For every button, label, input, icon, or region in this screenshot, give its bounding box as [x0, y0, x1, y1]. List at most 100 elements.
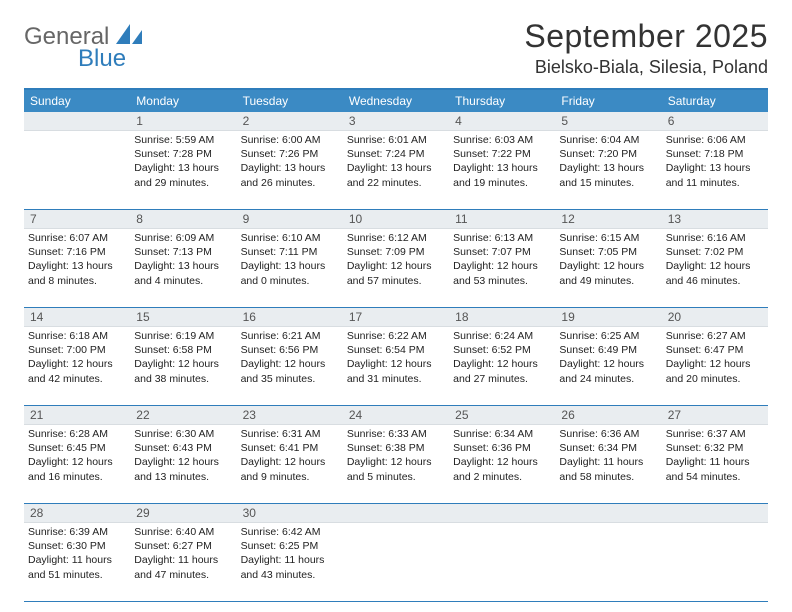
- day-number: 18: [449, 308, 555, 326]
- daylight-text: Daylight: 12 hours and 16 minutes.: [28, 455, 126, 483]
- sunrise-text: Sunrise: 6:31 AM: [241, 427, 339, 441]
- sunrise-text: Sunrise: 6:40 AM: [134, 525, 232, 539]
- day-cell: Sunrise: 6:31 AMSunset: 6:41 PMDaylight:…: [237, 425, 343, 503]
- day-cell: Sunrise: 6:07 AMSunset: 7:16 PMDaylight:…: [24, 229, 130, 307]
- day-cell: Sunrise: 6:04 AMSunset: 7:20 PMDaylight:…: [555, 131, 661, 209]
- calendar-grid: Sunday Monday Tuesday Wednesday Thursday…: [24, 88, 768, 602]
- day-number: 11: [449, 210, 555, 228]
- day-number: 6: [662, 112, 768, 130]
- daylight-text: Daylight: 11 hours and 58 minutes.: [559, 455, 657, 483]
- week-detail-row: Sunrise: 6:18 AMSunset: 7:00 PMDaylight:…: [24, 327, 768, 406]
- daylight-text: Daylight: 13 hours and 26 minutes.: [241, 161, 339, 189]
- day-cell: Sunrise: 6:10 AMSunset: 7:11 PMDaylight:…: [237, 229, 343, 307]
- week-daynum-row: 14151617181920: [24, 308, 768, 327]
- sunrise-text: Sunrise: 6:12 AM: [347, 231, 445, 245]
- sunrise-text: Sunrise: 6:09 AM: [134, 231, 232, 245]
- sunrise-text: Sunrise: 6:30 AM: [134, 427, 232, 441]
- day-cell: [24, 131, 130, 209]
- day-cell: Sunrise: 6:21 AMSunset: 6:56 PMDaylight:…: [237, 327, 343, 405]
- sunset-text: Sunset: 6:54 PM: [347, 343, 445, 357]
- day-cell: Sunrise: 6:30 AMSunset: 6:43 PMDaylight:…: [130, 425, 236, 503]
- daylight-text: Daylight: 13 hours and 4 minutes.: [134, 259, 232, 287]
- sunset-text: Sunset: 7:07 PM: [453, 245, 551, 259]
- week-detail-row: Sunrise: 6:07 AMSunset: 7:16 PMDaylight:…: [24, 229, 768, 308]
- sunrise-text: Sunrise: 6:13 AM: [453, 231, 551, 245]
- sunset-text: Sunset: 6:43 PM: [134, 441, 232, 455]
- sunrise-text: Sunrise: 6:15 AM: [559, 231, 657, 245]
- sunset-text: Sunset: 7:09 PM: [347, 245, 445, 259]
- sunrise-text: Sunrise: 6:03 AM: [453, 133, 551, 147]
- sunrise-text: Sunrise: 6:16 AM: [666, 231, 764, 245]
- daylight-text: Daylight: 12 hours and 24 minutes.: [559, 357, 657, 385]
- sunset-text: Sunset: 6:49 PM: [559, 343, 657, 357]
- day-cell: Sunrise: 6:24 AMSunset: 6:52 PMDaylight:…: [449, 327, 555, 405]
- daylight-text: Daylight: 12 hours and 49 minutes.: [559, 259, 657, 287]
- sunrise-text: Sunrise: 6:07 AM: [28, 231, 126, 245]
- sunset-text: Sunset: 6:25 PM: [241, 539, 339, 553]
- daylight-text: Daylight: 12 hours and 57 minutes.: [347, 259, 445, 287]
- day-number: 8: [130, 210, 236, 228]
- day-cell: Sunrise: 6:09 AMSunset: 7:13 PMDaylight:…: [130, 229, 236, 307]
- location-subtitle: Bielsko-Biala, Silesia, Poland: [524, 57, 768, 78]
- sunrise-text: Sunrise: 6:27 AM: [666, 329, 764, 343]
- daylight-text: Daylight: 12 hours and 53 minutes.: [453, 259, 551, 287]
- day-number: 15: [130, 308, 236, 326]
- brand-logo: General Blue: [24, 24, 142, 71]
- daylight-text: Daylight: 12 hours and 5 minutes.: [347, 455, 445, 483]
- sunrise-text: Sunrise: 6:18 AM: [28, 329, 126, 343]
- day-cell: Sunrise: 6:27 AMSunset: 6:47 PMDaylight:…: [662, 327, 768, 405]
- day-number: 24: [343, 406, 449, 424]
- sunrise-text: Sunrise: 6:34 AM: [453, 427, 551, 441]
- brand-text: General Blue: [24, 24, 142, 71]
- daylight-text: Daylight: 12 hours and 20 minutes.: [666, 357, 764, 385]
- day-number: [449, 504, 555, 522]
- sunset-text: Sunset: 7:18 PM: [666, 147, 764, 161]
- sunset-text: Sunset: 6:56 PM: [241, 343, 339, 357]
- sunset-text: Sunset: 7:28 PM: [134, 147, 232, 161]
- sunrise-text: Sunrise: 6:00 AM: [241, 133, 339, 147]
- day-number: 2: [237, 112, 343, 130]
- day-cell: Sunrise: 6:06 AMSunset: 7:18 PMDaylight:…: [662, 131, 768, 209]
- sunrise-text: Sunrise: 6:10 AM: [241, 231, 339, 245]
- week-detail-row: Sunrise: 6:28 AMSunset: 6:45 PMDaylight:…: [24, 425, 768, 504]
- day-cell: [662, 523, 768, 601]
- day-number: 27: [662, 406, 768, 424]
- day-number: 25: [449, 406, 555, 424]
- sunset-text: Sunset: 6:34 PM: [559, 441, 657, 455]
- day-cell: Sunrise: 6:19 AMSunset: 6:58 PMDaylight:…: [130, 327, 236, 405]
- day-cell: Sunrise: 6:12 AMSunset: 7:09 PMDaylight:…: [343, 229, 449, 307]
- sunset-text: Sunset: 7:05 PM: [559, 245, 657, 259]
- day-cell: Sunrise: 6:28 AMSunset: 6:45 PMDaylight:…: [24, 425, 130, 503]
- month-title: September 2025: [524, 18, 768, 55]
- day-cell: Sunrise: 6:25 AMSunset: 6:49 PMDaylight:…: [555, 327, 661, 405]
- dow-sunday: Sunday: [24, 90, 130, 112]
- sunrise-text: Sunrise: 6:04 AM: [559, 133, 657, 147]
- daylight-text: Daylight: 12 hours and 35 minutes.: [241, 357, 339, 385]
- daylight-text: Daylight: 13 hours and 22 minutes.: [347, 161, 445, 189]
- day-number: 1: [130, 112, 236, 130]
- sunrise-text: Sunrise: 6:06 AM: [666, 133, 764, 147]
- week-daynum-row: 21222324252627: [24, 406, 768, 425]
- day-cell: Sunrise: 6:34 AMSunset: 6:36 PMDaylight:…: [449, 425, 555, 503]
- day-number: [555, 504, 661, 522]
- sunset-text: Sunset: 7:24 PM: [347, 147, 445, 161]
- day-number: 21: [24, 406, 130, 424]
- day-number: 29: [130, 504, 236, 522]
- sunset-text: Sunset: 7:22 PM: [453, 147, 551, 161]
- sunrise-text: Sunrise: 6:28 AM: [28, 427, 126, 441]
- day-cell: Sunrise: 6:37 AMSunset: 6:32 PMDaylight:…: [662, 425, 768, 503]
- sunrise-text: Sunrise: 6:19 AM: [134, 329, 232, 343]
- week-daynum-row: 78910111213: [24, 210, 768, 229]
- sunrise-text: Sunrise: 6:22 AM: [347, 329, 445, 343]
- day-cell: Sunrise: 6:15 AMSunset: 7:05 PMDaylight:…: [555, 229, 661, 307]
- daylight-text: Daylight: 13 hours and 15 minutes.: [559, 161, 657, 189]
- day-cell: Sunrise: 6:16 AMSunset: 7:02 PMDaylight:…: [662, 229, 768, 307]
- dow-wednesday: Wednesday: [343, 90, 449, 112]
- day-number: 14: [24, 308, 130, 326]
- sunset-text: Sunset: 6:58 PM: [134, 343, 232, 357]
- daylight-text: Daylight: 12 hours and 42 minutes.: [28, 357, 126, 385]
- sunrise-text: Sunrise: 6:42 AM: [241, 525, 339, 539]
- sunset-text: Sunset: 6:38 PM: [347, 441, 445, 455]
- dow-tuesday: Tuesday: [237, 90, 343, 112]
- daylight-text: Daylight: 11 hours and 43 minutes.: [241, 553, 339, 581]
